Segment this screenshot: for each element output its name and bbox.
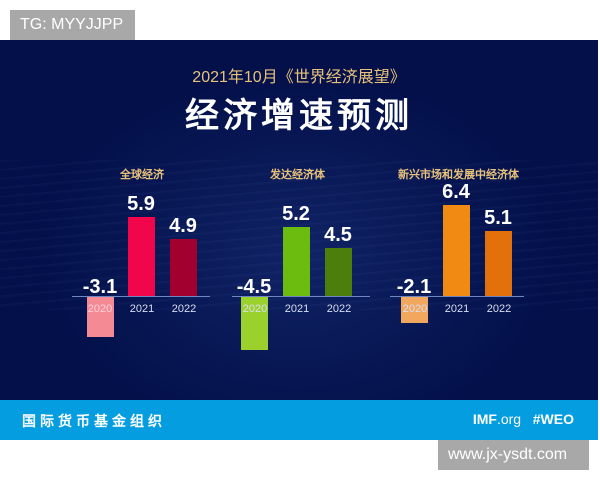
year-emerging-2021: 2021 bbox=[444, 303, 470, 315]
footer-org-name: 国际货币基金组织 bbox=[22, 413, 166, 429]
bar-advanced-2022 bbox=[325, 248, 352, 296]
group-label-advanced: 发达经济体 bbox=[270, 169, 325, 181]
axis-emerging bbox=[390, 296, 524, 297]
value-global-2022: 4.9 bbox=[169, 215, 197, 237]
year-emerging-2020: 2020 bbox=[402, 303, 428, 315]
bar-advanced-2020 bbox=[241, 297, 268, 350]
watermark-bottom: www.jx-ysdt.com bbox=[438, 440, 589, 470]
value-advanced-2020: -4.5 bbox=[236, 276, 272, 298]
bar-emerging-2020 bbox=[401, 297, 428, 323]
year-emerging-2022: 2022 bbox=[486, 303, 512, 315]
year-advanced-2021: 2021 bbox=[284, 303, 310, 315]
chart-panel bbox=[0, 40, 598, 400]
axis-global bbox=[72, 296, 210, 297]
bar-global-2022 bbox=[170, 239, 197, 296]
footer-site-bold: IMF bbox=[472, 411, 497, 427]
year-advanced-2020: 2020 bbox=[242, 303, 268, 315]
group-label-global: 全球经济 bbox=[120, 169, 164, 181]
group-label-emerging: 新兴市场和发展中经济体 bbox=[398, 169, 519, 181]
value-emerging-2022: 5.1 bbox=[484, 207, 512, 229]
year-global-2021: 2021 bbox=[129, 303, 155, 315]
value-global-2021: 5.9 bbox=[127, 193, 155, 215]
bar-advanced-2021 bbox=[283, 227, 310, 296]
bar-global-2020 bbox=[87, 297, 114, 337]
bar-emerging-2022 bbox=[485, 231, 512, 296]
footer-bar: 国际货币基金组织 IMF.org #WEO bbox=[0, 400, 598, 440]
axis-advanced bbox=[232, 296, 370, 297]
year-advanced-2022: 2022 bbox=[326, 303, 352, 315]
value-global-2020: -3.1 bbox=[82, 276, 118, 298]
year-global-2022: 2022 bbox=[171, 303, 197, 315]
value-advanced-2022: 4.5 bbox=[324, 224, 352, 246]
year-global-2020: 2020 bbox=[87, 303, 113, 315]
chart-subtitle: 2021年10月《世界经济展望》 bbox=[192, 69, 406, 86]
footer-hashtag: #WEO bbox=[532, 411, 574, 427]
chart-title: 经济增速预测 bbox=[185, 97, 413, 135]
value-advanced-2021: 5.2 bbox=[282, 203, 310, 225]
watermark-top: TG: MYYJJPP bbox=[10, 10, 135, 40]
footer-site-rest: .org bbox=[496, 411, 522, 427]
bar-emerging-2021 bbox=[443, 205, 470, 296]
footer-links: IMF.org #WEO bbox=[473, 411, 574, 427]
value-emerging-2021: 6.4 bbox=[442, 181, 470, 203]
bar-global-2021 bbox=[128, 217, 155, 296]
value-emerging-2020: -2.1 bbox=[396, 276, 432, 298]
